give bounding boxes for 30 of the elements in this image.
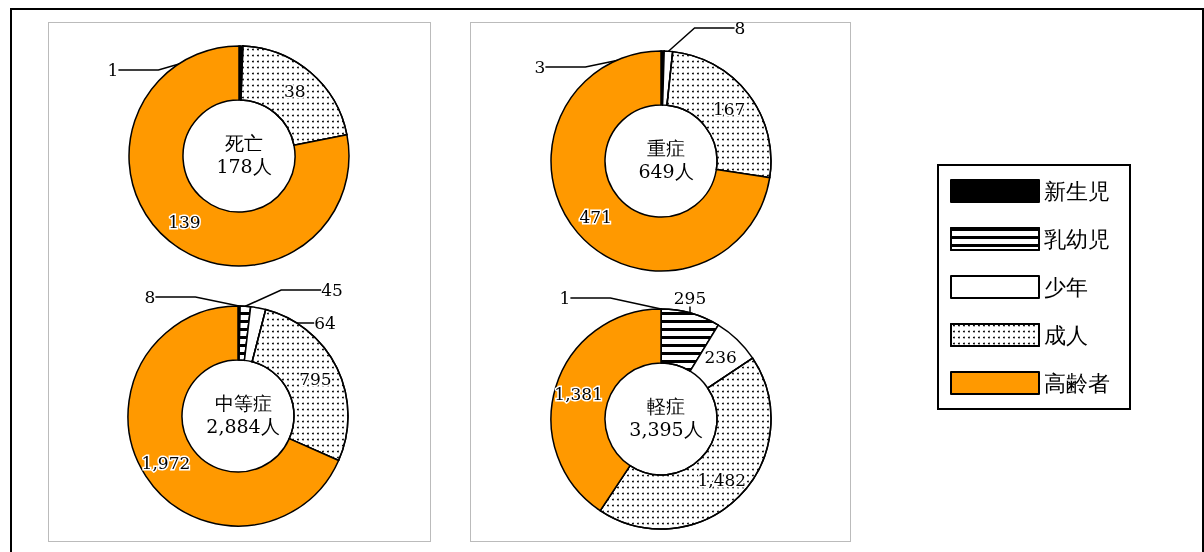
data-label: 236 [704,347,737,368]
legend-label: 成人 [1044,322,1088,348]
data-label: 38 [283,80,306,101]
text: 649人 [638,159,694,182]
data-label: 1,972 [141,452,191,473]
data-label: 8 [144,287,156,307]
legend-label: 乳幼児 [1044,226,1110,252]
data-label: 295 [673,288,707,308]
data-label: 795 [299,368,332,389]
data-label: 1 [107,60,119,80]
data-label: 1,381 [554,384,603,405]
text: 178人 [216,154,272,177]
data-label: 64 [314,313,336,333]
legend-label: 少年 [1044,274,1088,300]
data-label: 45 [321,280,343,300]
slice-label: 重症 [647,136,685,159]
data-label: 1,482 [697,469,747,490]
slice-label: 軽症 [647,394,685,417]
legend-label: 高齢者 [1044,370,1110,396]
slice-label: 死亡 [225,131,263,154]
data-label: 3 [534,57,546,77]
slice-label: 中等症 [214,391,272,414]
data-label: 167 [712,98,746,119]
data-label: 8 [734,18,746,38]
data-label: 139 [168,212,201,233]
text: 3,395人 [629,417,703,440]
data-label: 1 [559,288,571,308]
legend-label: 新生児 [1044,178,1110,204]
data-label: 471 [579,207,612,227]
text: 2,884人 [206,414,280,437]
